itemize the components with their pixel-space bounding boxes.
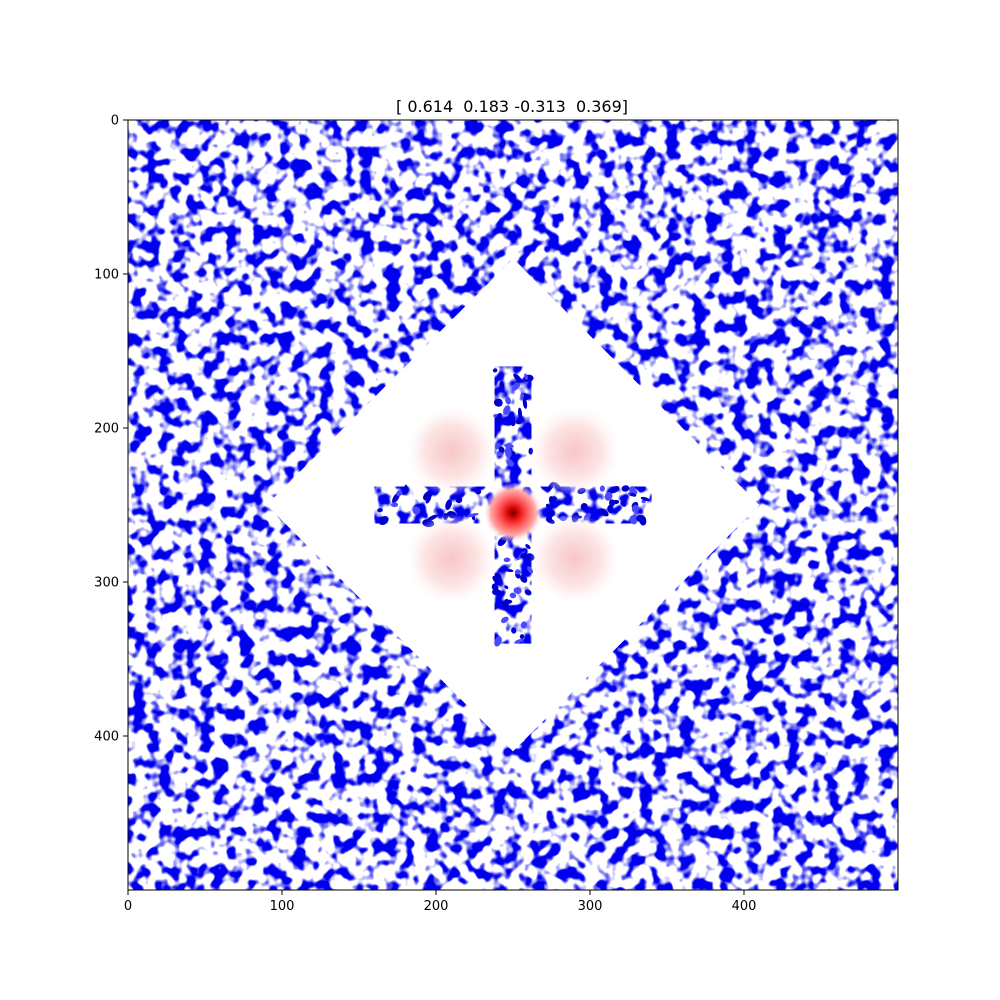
cross-noise-blob bbox=[445, 499, 452, 510]
cross-noise-blob bbox=[503, 557, 511, 563]
cross-noise-blob bbox=[403, 484, 408, 495]
cross-noise-blob bbox=[545, 503, 550, 508]
cross-noise-blob bbox=[513, 587, 522, 594]
cross-noise-blob bbox=[513, 373, 522, 383]
cross-noise-blob bbox=[511, 627, 517, 634]
cross-noise-blob bbox=[520, 553, 528, 559]
cross-noise-blob bbox=[524, 589, 532, 596]
cross-noise-blob bbox=[501, 616, 509, 624]
cross-noise-blob bbox=[505, 396, 511, 405]
chart-title: [ 0.614 0.183 -0.313 0.369] bbox=[396, 97, 628, 116]
axes-frame bbox=[127, 119, 899, 891]
cross-noise-blob bbox=[495, 412, 502, 424]
cross-noise-blob bbox=[609, 499, 616, 507]
cross-noise-blob bbox=[491, 583, 499, 592]
y-tick-label: 0 bbox=[111, 114, 119, 129]
cross-noise-blob bbox=[631, 504, 640, 513]
y-tick-label: 400 bbox=[94, 730, 119, 745]
cross-noise-blob bbox=[547, 509, 555, 518]
cross-noise-blob bbox=[493, 398, 503, 407]
cross-noise-blob bbox=[549, 496, 557, 504]
cross-noise-blob bbox=[475, 488, 482, 495]
side-lobe bbox=[529, 513, 620, 604]
cross-noise-blob bbox=[504, 585, 509, 590]
cross-noise-blob bbox=[510, 420, 516, 427]
side-lobe bbox=[406, 406, 497, 497]
x-tick-label: 400 bbox=[732, 899, 757, 914]
cross-noise-blob bbox=[607, 504, 614, 514]
cross-noise-blob bbox=[629, 492, 637, 497]
cross-noise-blob bbox=[520, 621, 528, 629]
cross-noise-blob bbox=[620, 501, 627, 507]
cross-noise-blob bbox=[599, 508, 609, 517]
side-lobe bbox=[406, 513, 497, 604]
cross-noise-blob bbox=[377, 508, 383, 513]
cross-noise-blob bbox=[412, 506, 421, 515]
cross-noise-blob bbox=[604, 492, 613, 501]
cross-noise-blob bbox=[492, 368, 498, 373]
cross-noise-blob bbox=[629, 515, 637, 525]
cross-noise-blob bbox=[499, 380, 505, 390]
x-axis: 0 100 200 300 400 bbox=[124, 890, 757, 914]
cross-noise-blob bbox=[502, 568, 514, 573]
cross-noise-blob bbox=[494, 636, 502, 647]
x-tick-label: 100 bbox=[270, 899, 295, 914]
cross-noise-blob bbox=[396, 490, 403, 497]
y-tick-label: 100 bbox=[94, 268, 119, 283]
cross-noise-blob bbox=[424, 492, 430, 498]
cross-noise-blob bbox=[509, 592, 517, 599]
cross-noise-blob bbox=[525, 544, 531, 550]
cross-noise-blob bbox=[502, 599, 513, 605]
cross-noise-blob bbox=[492, 575, 498, 583]
cross-noise-blob bbox=[514, 638, 524, 644]
cross-noise-blob bbox=[640, 496, 650, 502]
cross-noise-blob bbox=[503, 405, 511, 415]
cross-noise-blob bbox=[511, 382, 521, 391]
cross-noise-blob bbox=[498, 446, 505, 453]
cross-noise-blob bbox=[519, 634, 525, 639]
cross-noise-blob bbox=[514, 569, 521, 575]
cross-noise-blob bbox=[621, 485, 630, 492]
cross-noise-blob bbox=[467, 513, 479, 518]
cross-noise-blob bbox=[504, 446, 512, 459]
central-peak bbox=[483, 482, 543, 543]
y-axis: 0 100 200 300 400 bbox=[94, 114, 128, 745]
cross-noise-blob bbox=[520, 574, 528, 583]
plot-area bbox=[128, 120, 898, 890]
cross-noise-blob bbox=[546, 515, 553, 521]
x-tick-label: 200 bbox=[424, 899, 449, 914]
cross-noise-blob bbox=[390, 502, 399, 508]
cross-noise-blob bbox=[522, 397, 528, 409]
cross-noise-blob bbox=[427, 514, 438, 521]
side-lobes bbox=[406, 406, 620, 604]
cross-noise-blob bbox=[520, 392, 525, 399]
x-tick-label: 0 bbox=[124, 899, 132, 914]
side-lobe bbox=[529, 406, 620, 497]
central-cross-noise bbox=[377, 368, 650, 647]
cross-noise-blob bbox=[455, 496, 463, 504]
y-tick-label: 200 bbox=[94, 422, 119, 437]
x-tick-label: 300 bbox=[578, 899, 603, 914]
cross-noise-blob bbox=[517, 407, 522, 419]
cross-noise-blob bbox=[494, 572, 502, 580]
cross-noise-blob bbox=[524, 373, 528, 380]
cross-noise-blob bbox=[580, 502, 588, 511]
cross-noise-blob bbox=[609, 486, 620, 494]
y-tick-label: 300 bbox=[94, 576, 119, 591]
cross-noise-blob bbox=[378, 515, 389, 526]
cross-noise-blob bbox=[506, 459, 515, 467]
cross-noise-blob bbox=[636, 514, 643, 522]
cross-noise-blob bbox=[515, 419, 523, 425]
